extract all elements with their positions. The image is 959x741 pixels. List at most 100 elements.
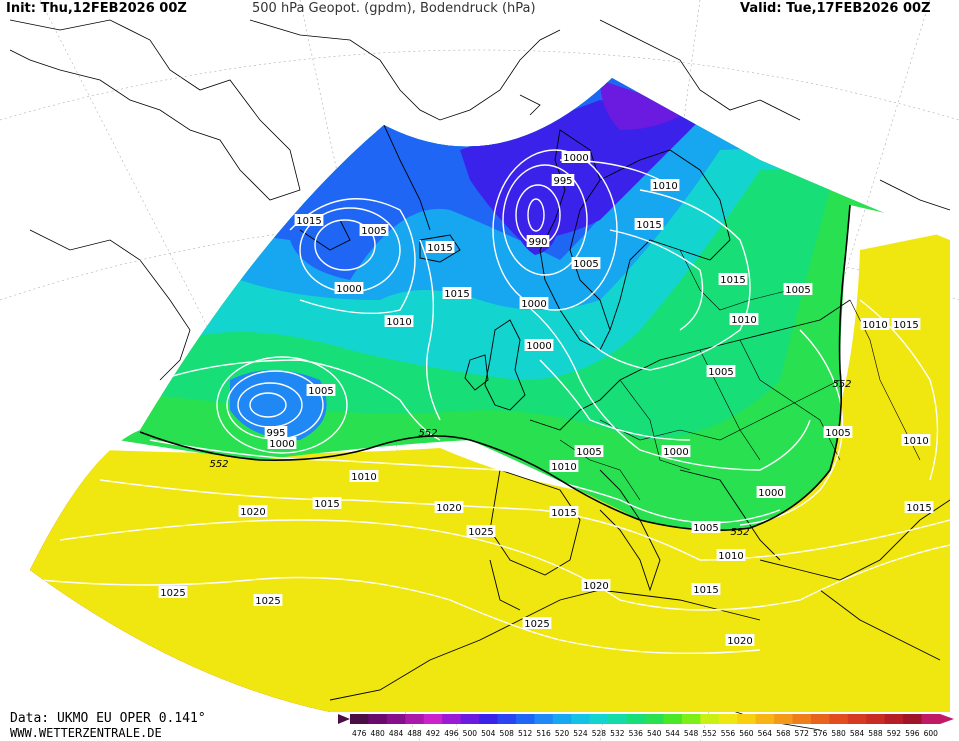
colorbar-tick-label: 480 — [370, 729, 385, 738]
init-time: Init: Thu,12FEB2026 00Z — [6, 1, 187, 16]
isobar-label-bg — [519, 297, 549, 309]
isobar-label: 1020 — [436, 503, 461, 514]
colorbar-tick-label: 548 — [684, 729, 699, 738]
isobars — [39, 149, 950, 655]
isobar-label: 1005 — [825, 428, 850, 439]
isobar-label: 990 — [528, 237, 547, 248]
colorbar-arrow-left — [338, 714, 350, 724]
colorbar-tick-label: 540 — [647, 729, 662, 738]
isobar-label-bg — [526, 235, 550, 247]
isobar-label-bg — [650, 179, 680, 191]
isobar-label: 1010 — [862, 320, 887, 331]
colorbar-swatch — [829, 714, 849, 724]
isobar-label: 1015 — [427, 243, 452, 254]
colorbar-tick-label: 504 — [481, 729, 496, 738]
isobar-label-bg — [264, 426, 288, 438]
data-source: Data: UKMO EU OPER 0.141° — [10, 711, 206, 726]
colorbar-tick-label: 524 — [573, 729, 588, 738]
colorbar-swatch — [792, 714, 812, 724]
colorbar-swatch — [663, 714, 683, 724]
isobar-label: 1020 — [583, 581, 608, 592]
colorbar-tick-label: 564 — [758, 729, 773, 738]
isobar-label-bg — [334, 282, 364, 294]
isobar-label: 1000 — [269, 439, 294, 450]
isobar-label: 1025 — [468, 527, 493, 538]
isobar-label: 1000 — [521, 299, 546, 310]
isobar-label-bg — [901, 434, 931, 446]
colorbar-tick-label: 536 — [629, 729, 644, 738]
colorbar-swatch — [810, 714, 830, 724]
isobar-label-bg — [294, 214, 324, 226]
colorbar-tick-label: 584 — [850, 729, 865, 738]
colorbar-swatch — [534, 714, 554, 724]
map-title: 500 hPa Geopot. (gpdm), Bodendruck (hPa) — [252, 1, 536, 16]
isobar-label-bg — [561, 151, 591, 163]
colorbar-arrow-right — [940, 714, 954, 724]
isobar-label-bg — [581, 579, 611, 591]
isobar-label: 1015 — [444, 289, 469, 300]
colorbar-swatch — [571, 714, 591, 724]
isobar-label-bg — [691, 521, 721, 533]
isobar-label-bg — [158, 586, 188, 598]
isobar-label: 1010 — [731, 315, 756, 326]
colorbar-swatch — [866, 714, 886, 724]
isobar-label-bg — [522, 617, 552, 629]
isobar-label-bg — [823, 426, 853, 438]
isobar-label-bg — [571, 257, 601, 269]
colorbar-tick-label: 568 — [776, 729, 791, 738]
isobar-label-bg — [691, 583, 721, 595]
isobar-label-bg — [574, 445, 604, 457]
colorbar-tick-label: 528 — [592, 729, 607, 738]
isobar-label: 1000 — [758, 488, 783, 499]
isobar-label-bg — [434, 501, 464, 513]
colorbar-tick-label: 552 — [702, 729, 717, 738]
colorbar-swatch — [423, 714, 443, 724]
isobar-label-bg — [706, 365, 736, 377]
isobar-label: 1015 — [720, 275, 745, 286]
isobar-label: 1010 — [351, 472, 376, 483]
height-contour-label: 552 — [418, 428, 437, 439]
colorbar-swatch — [921, 714, 941, 724]
isobar-label-bg — [312, 497, 342, 509]
colorbar-swatch — [497, 714, 517, 724]
isobar-label: 1015 — [906, 503, 931, 514]
colorbar-swatch — [442, 714, 462, 724]
isobar-label: 1025 — [524, 619, 549, 630]
isobar-label: 1025 — [160, 588, 185, 599]
colorbar-tick-label: 492 — [426, 729, 441, 738]
height-contour-label: 552 — [209, 459, 228, 470]
colorbar-swatch — [368, 714, 388, 724]
colorbar-tick-label: 516 — [536, 729, 551, 738]
isobar-label-bg — [716, 549, 746, 561]
isobar-label-bg — [549, 460, 579, 472]
isobar-label: 1000 — [663, 447, 688, 458]
colorbar-swatch — [405, 714, 425, 724]
colorbar-swatch — [718, 714, 738, 724]
website-link[interactable]: WWW.WETTERZENTRALE.DE — [10, 726, 162, 740]
colorbar-swatch — [755, 714, 775, 724]
isobar-label: 1010 — [903, 436, 928, 447]
colorbar-swatch — [681, 714, 701, 724]
colorbar-swatch — [350, 714, 369, 724]
height-labels: 552 552 552 552 — [209, 379, 851, 538]
colorbar-swatch — [645, 714, 664, 724]
isobar-label: 1010 — [718, 551, 743, 562]
isobar-label-bg — [425, 241, 455, 253]
isobar-label: 1000 — [336, 284, 361, 295]
isobar-label-bg — [904, 501, 934, 513]
isobar-label-bg — [551, 174, 575, 186]
isobar-label: 1020 — [727, 636, 752, 647]
colorbar-swatch — [515, 714, 535, 724]
colorbar-swatch — [847, 714, 867, 724]
isobar-label: 1005 — [693, 523, 718, 534]
colorbar-swatch — [386, 714, 406, 724]
isobar-label-bg — [891, 318, 921, 330]
isobar-label-bg — [661, 445, 691, 457]
colorbar-tick-label: 576 — [813, 729, 828, 738]
isobar-label-bg — [384, 315, 414, 327]
colorbar-tick-label: 484 — [389, 729, 404, 738]
colorbar-swatch — [608, 714, 628, 724]
color-scale-bar: 476 480 484 488 492 496 500 504 508 512 516 520 524 5… — [338, 714, 954, 738]
isobar-label-bg — [756, 486, 786, 498]
